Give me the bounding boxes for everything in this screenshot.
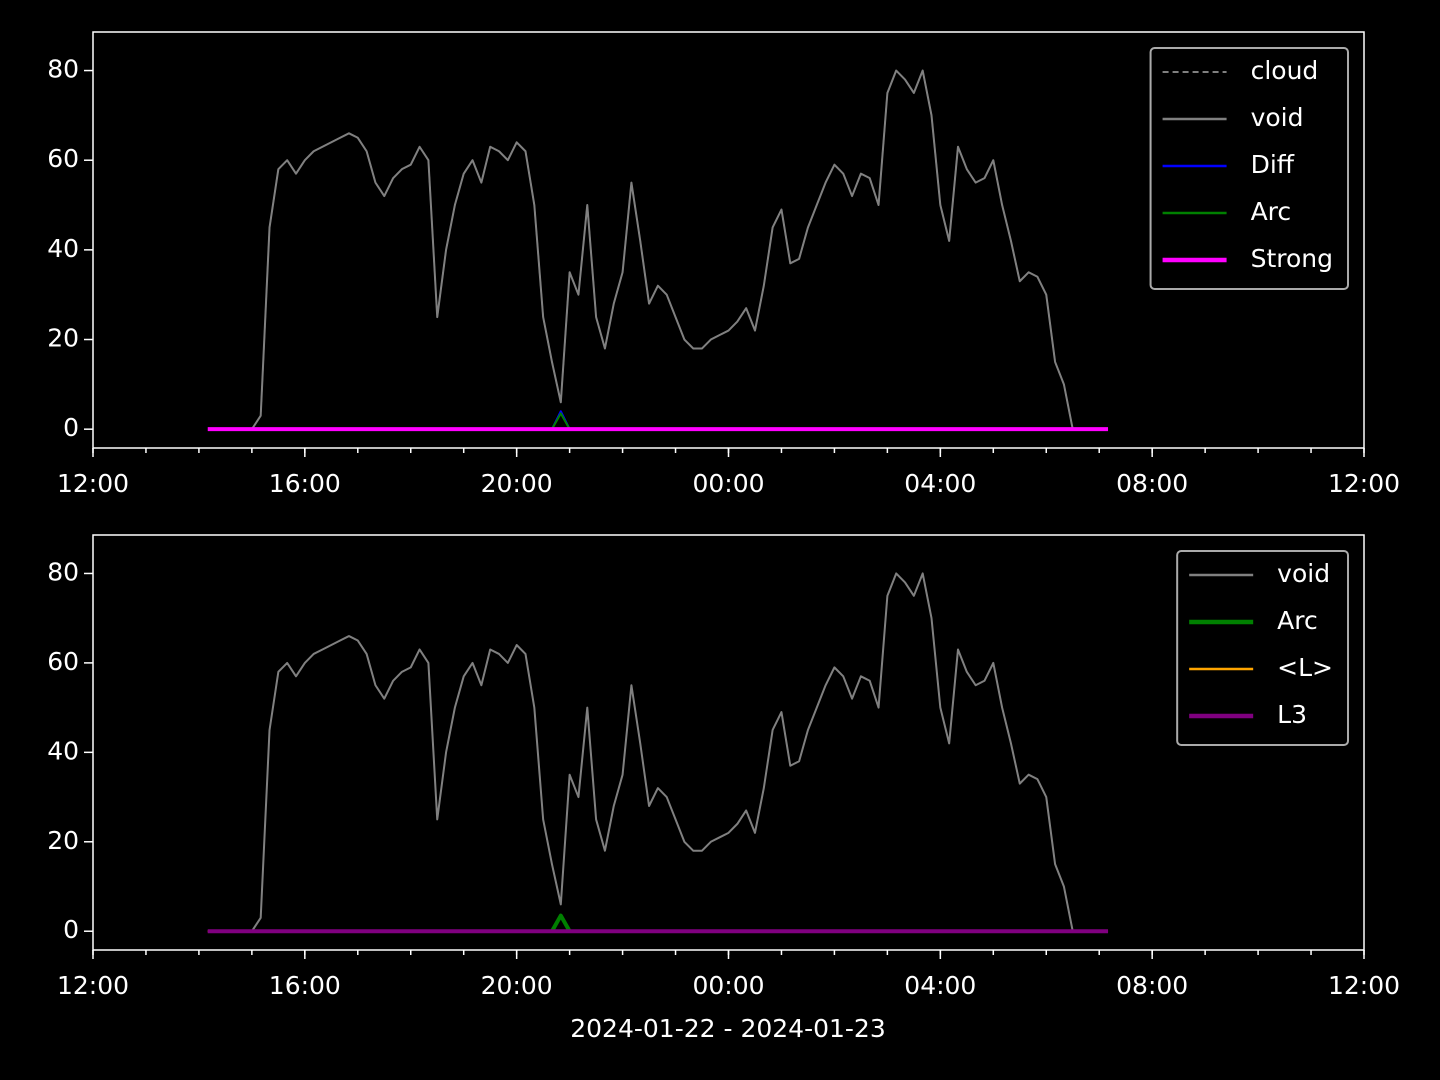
x-tick-label: 12:00: [1328, 971, 1400, 1000]
y-tick-label: 80: [47, 55, 79, 84]
axes-frame: [92, 31, 1365, 449]
y-tick-label: 20: [47, 324, 79, 353]
x-tick-label: 20:00: [481, 971, 553, 1000]
x-tick-label: 12:00: [57, 469, 129, 498]
x-tick-label: 16:00: [269, 971, 341, 1000]
y-tick-label: 40: [47, 736, 79, 765]
legend-label: cloud: [1251, 56, 1319, 85]
legend-box: [1176, 550, 1349, 746]
y-tick-label: 60: [47, 647, 79, 676]
y-tick-label: 0: [63, 413, 79, 442]
x-tick-label: 04:00: [904, 469, 976, 498]
x-tick-label: 08:00: [1116, 469, 1188, 498]
legend-label: void: [1277, 559, 1330, 588]
x-tick-label: 00:00: [692, 971, 764, 1000]
legend-label: void: [1251, 103, 1304, 132]
x-tick-label: 12:00: [57, 971, 129, 1000]
y-tick-label: 40: [47, 234, 79, 263]
axes-frame: [92, 534, 1365, 951]
series-line: [550, 913, 572, 933]
y-tick-label: 0: [63, 915, 79, 944]
y-tick-label: 60: [47, 144, 79, 173]
plot-area: [207, 572, 1109, 934]
series-line: [551, 412, 571, 430]
legend-label: Strong: [1251, 244, 1333, 273]
legend-label: L3: [1277, 700, 1307, 729]
series-line: [251, 572, 1074, 932]
series-line: [251, 69, 1074, 430]
x-axis-label: 2024-01-22 - 2024-01-23: [570, 1014, 886, 1043]
legend-label: <L>: [1277, 653, 1333, 682]
legend-label: Arc: [1277, 606, 1318, 635]
legend: cloud void Diff Arc Strong: [1149, 47, 1349, 290]
x-tick-label: 08:00: [1116, 971, 1188, 1000]
legend-label: Diff: [1251, 150, 1295, 179]
y-tick-label: 80: [47, 557, 79, 586]
x-tick-label: 04:00: [904, 971, 976, 1000]
legend-box: [1149, 47, 1349, 290]
x-tick-label: 00:00: [692, 469, 764, 498]
legend-label: Arc: [1251, 197, 1292, 226]
x-tick-label: 12:00: [1328, 469, 1400, 498]
x-tick-label: 20:00: [481, 469, 553, 498]
y-tick-label: 20: [47, 826, 79, 855]
x-tick-label: 16:00: [269, 469, 341, 498]
plot-area: [207, 69, 1109, 432]
legend: void Arc <L> L3: [1176, 550, 1349, 746]
